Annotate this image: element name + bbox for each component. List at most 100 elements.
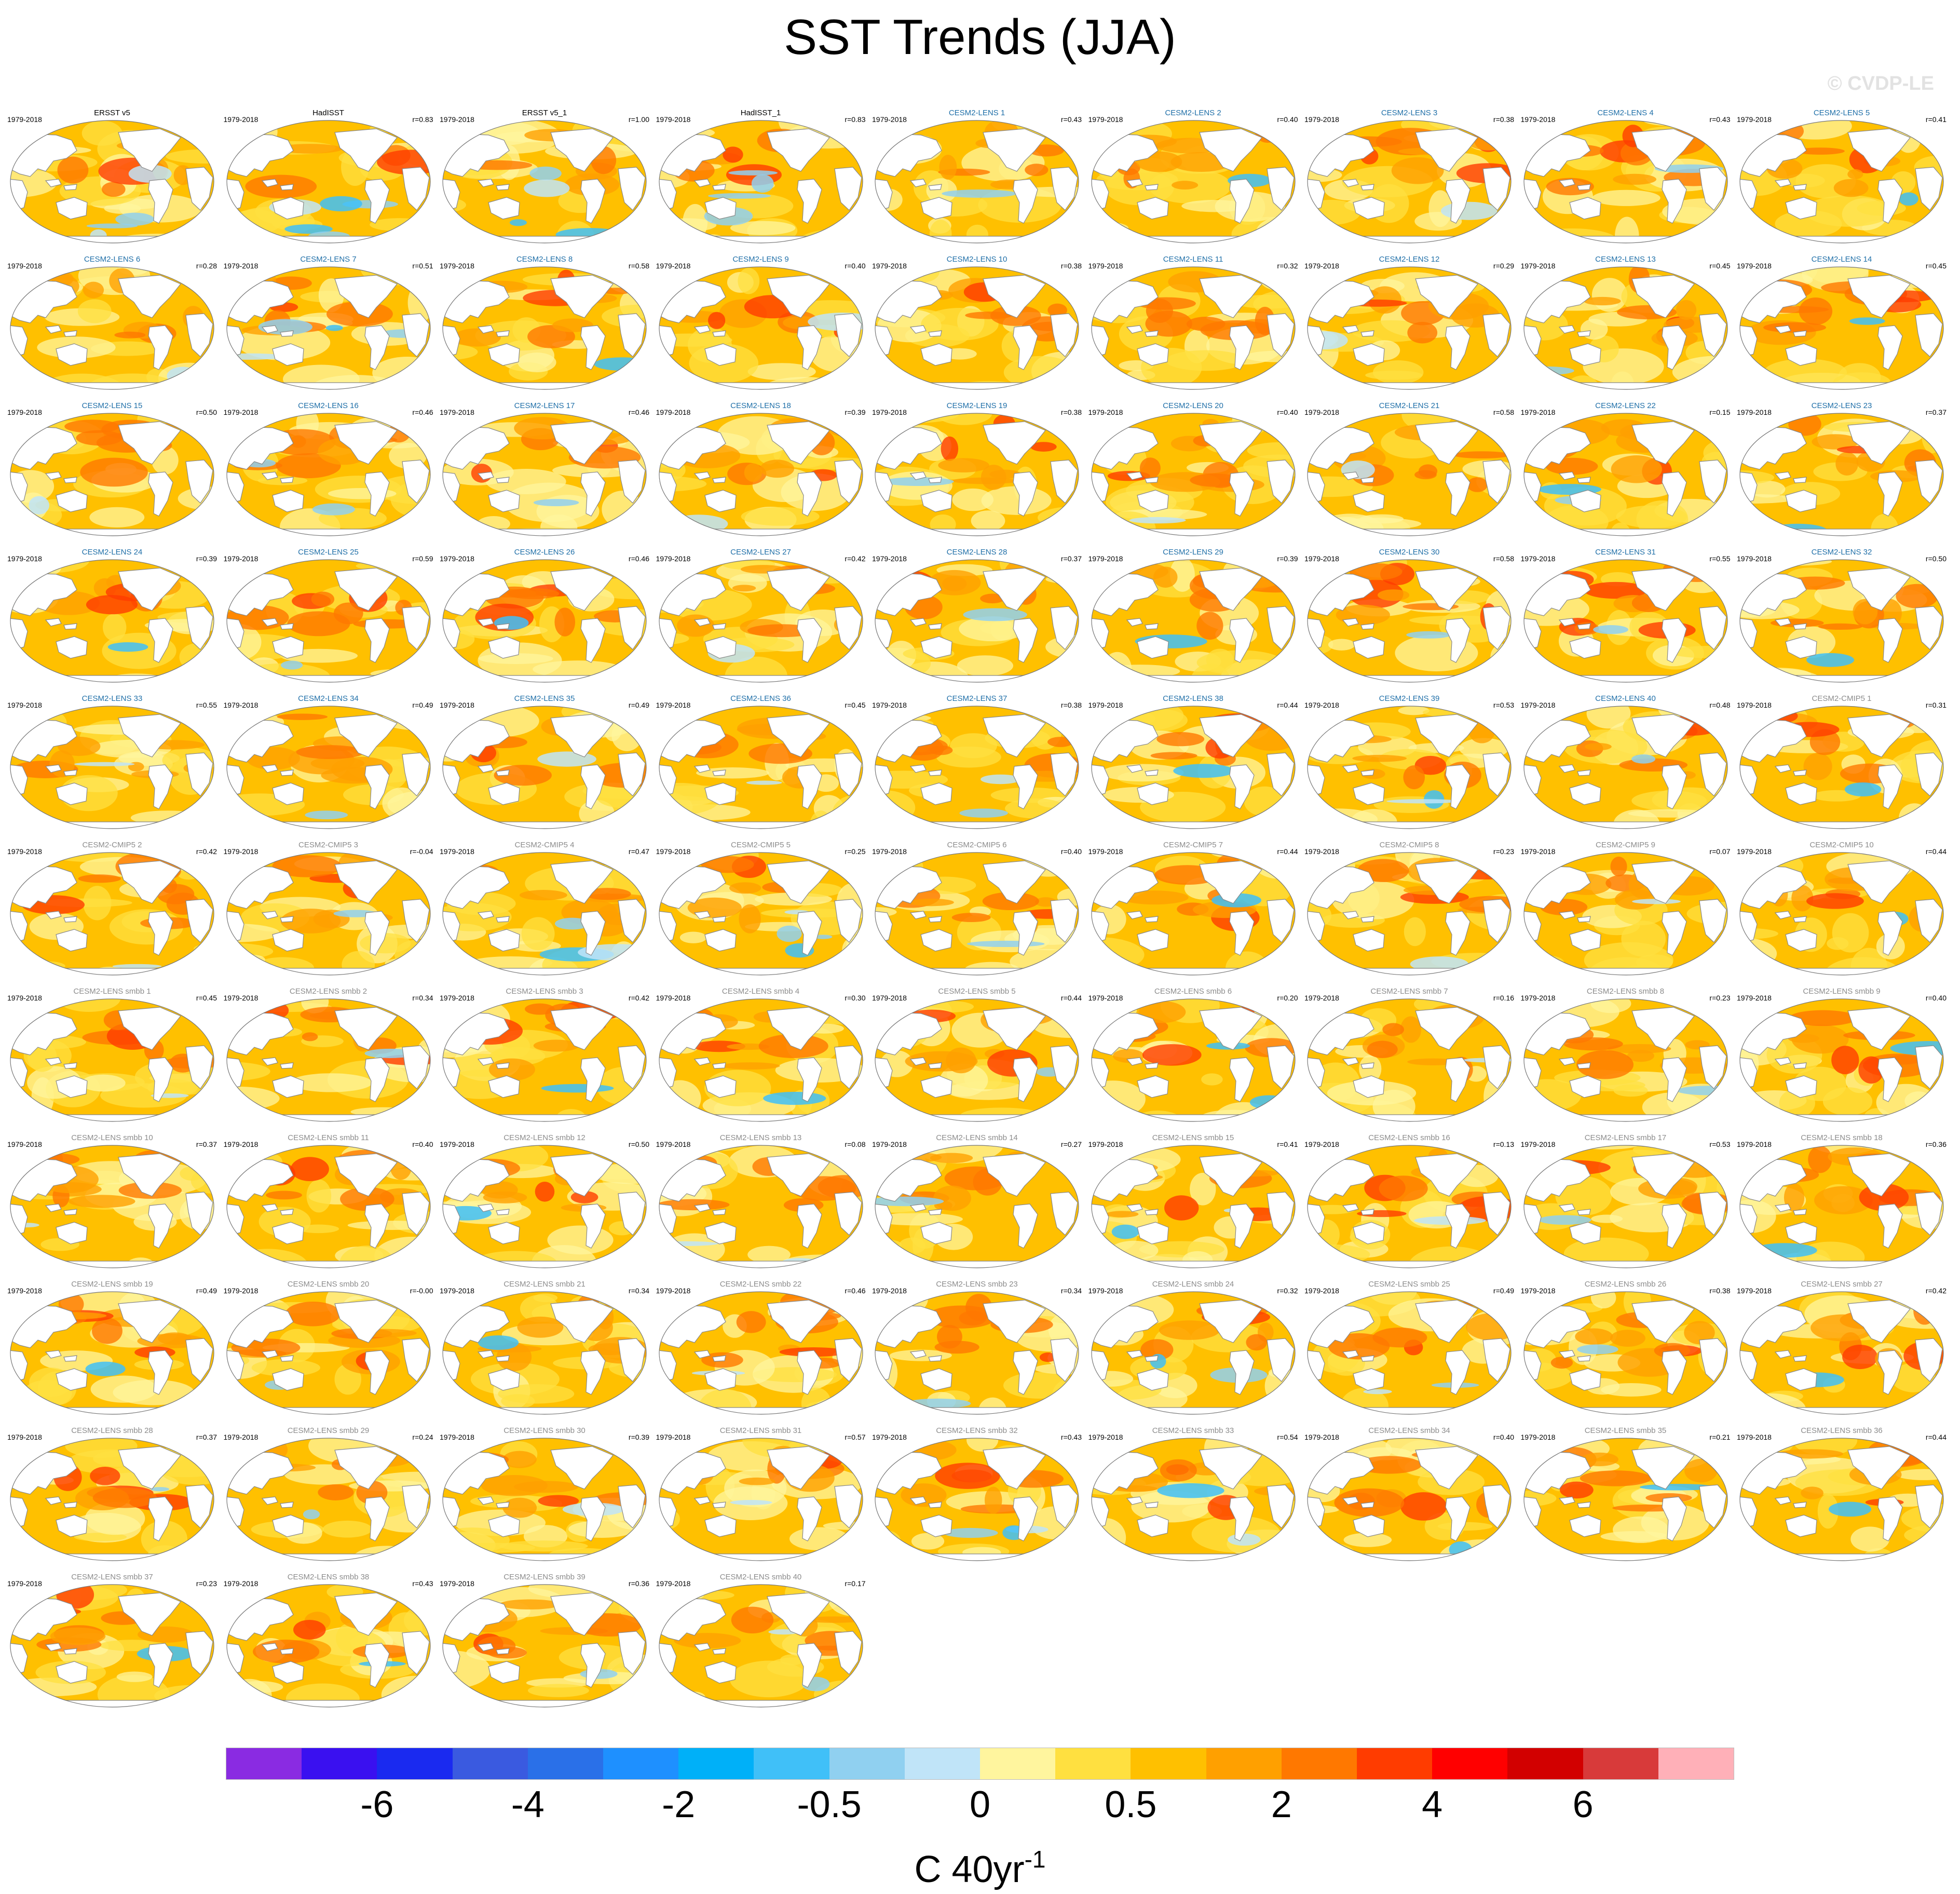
sst-trend-map — [1307, 1291, 1512, 1415]
trend-blob — [509, 219, 527, 226]
land-mass — [983, 275, 1046, 318]
trend-blob — [1272, 949, 1295, 975]
trend-blob — [1621, 921, 1666, 957]
panel-title: CESM2-LENS 32 — [1811, 548, 1872, 557]
map-panel: CESM2-LENS 25 1979-2018 r=0.59 — [224, 548, 433, 686]
colorbar-unit: C 40yr-1 — [0, 1836, 1960, 1893]
land-mass — [1558, 325, 1575, 334]
map-border — [10, 120, 214, 243]
trend-blob — [1030, 442, 1057, 452]
land-mass — [1013, 911, 1038, 956]
panel-correlation: r=0.50 — [196, 408, 217, 416]
land-mass — [1661, 764, 1687, 809]
panel-correlation: r=0.38 — [1060, 701, 1082, 709]
panel-title: CESM2-LENS 5 — [1813, 109, 1870, 117]
sst-trend-map — [1523, 1145, 1728, 1268]
land-mass — [1136, 343, 1169, 366]
panel-period: 1979-2018 — [7, 554, 42, 563]
land-mass — [1774, 1057, 1791, 1066]
trend-blob — [1612, 173, 1656, 185]
trend-blob — [1227, 1533, 1260, 1546]
land-mass — [1661, 618, 1687, 663]
land-mass — [1482, 1192, 1510, 1236]
land-mass — [279, 477, 294, 483]
sst-trend-map — [658, 120, 863, 243]
map-panel: CESM2-LENS 24 1979-2018 r=0.39 — [7, 548, 217, 686]
trend-blob — [732, 585, 756, 592]
trend-blob — [413, 373, 430, 389]
map-panel: ERSST v5 1979-2018 — [7, 109, 217, 247]
land-mass — [1558, 764, 1575, 773]
land-mass — [1013, 471, 1038, 517]
colorbar-tick-label: 0.5 — [1105, 1784, 1157, 1825]
trend-blob — [78, 874, 121, 883]
land-mass — [796, 1057, 822, 1102]
land-mass — [461, 1407, 630, 1414]
trend-blob — [226, 671, 262, 682]
land-mass — [1266, 1045, 1295, 1089]
land-mass — [1698, 1192, 1727, 1236]
trend-blob — [1740, 372, 1777, 389]
panel-title: CESM2-LENS smbb 13 — [719, 1133, 802, 1142]
map-panel: CESM2-LENS 34 1979-2018 r=0.49 — [224, 695, 433, 832]
panel-period: 1979-2018 — [656, 408, 691, 416]
land-mass — [1013, 179, 1038, 224]
panel-title: CESM2-LENS 26 — [514, 548, 575, 557]
land-mass — [279, 916, 294, 923]
land-mass — [1326, 1114, 1494, 1121]
panel-title: CESM2-LENS smbb 16 — [1368, 1133, 1450, 1142]
map-panel: CESM2-LENS 2 1979-2018 r=0.40 — [1088, 109, 1298, 247]
trend-blob — [272, 855, 342, 877]
panel-correlation: r=0.46 — [628, 554, 649, 563]
panel-correlation: r=0.39 — [845, 408, 866, 416]
trend-blob — [707, 312, 725, 329]
sst-trend-map — [658, 998, 863, 1122]
map-panel: CESM2-LENS 23 1979-2018 r=0.37 — [1737, 402, 1947, 539]
land-mass — [1415, 714, 1478, 757]
panel-correlation: r=0.45 — [1709, 262, 1731, 270]
land-mass — [271, 1368, 304, 1391]
trend-blob — [80, 457, 148, 487]
land-mass — [693, 911, 711, 919]
land-mass — [1688, 1442, 1705, 1453]
land-mass — [1904, 417, 1921, 428]
land-mass — [461, 1553, 630, 1561]
panel-period: 1979-2018 — [223, 408, 258, 416]
land-mass — [1266, 313, 1295, 357]
land-mass — [56, 636, 88, 659]
sst-trend-map — [226, 559, 431, 683]
land-mass — [580, 1203, 606, 1249]
map-panel: CESM2-LENS 28 1979-2018 r=0.37 — [872, 548, 1082, 686]
sst-trend-map — [875, 266, 1079, 390]
land-mass — [118, 128, 181, 172]
land-mass — [45, 764, 62, 773]
land-mass — [894, 529, 1062, 536]
trend-blob — [18, 267, 51, 281]
trend-blob — [178, 869, 200, 880]
trend-blob — [265, 1190, 302, 1200]
panel-title: CESM2-CMIP5 7 — [1163, 841, 1223, 849]
trend-blob — [1106, 1211, 1138, 1217]
land-mass — [1342, 471, 1359, 480]
land-mass — [391, 1295, 408, 1307]
trend-blob — [1576, 1344, 1618, 1355]
panel-correlation: r=0.28 — [196, 262, 217, 270]
map-panel: CESM2-LENS 26 1979-2018 r=0.46 — [440, 548, 649, 686]
map-border — [226, 998, 431, 1122]
land-mass — [1110, 821, 1278, 829]
map-panel: CESM2-CMIP5 7 1979-2018 r=0.44 — [1088, 841, 1298, 979]
trend-blob — [226, 1549, 269, 1561]
map-panel: CESM2-LENS 1 1979-2018 r=0.43 — [872, 109, 1082, 247]
land-mass — [271, 197, 304, 220]
land-mass — [607, 1295, 624, 1307]
land-mass — [1126, 618, 1143, 627]
land-mass — [1229, 471, 1255, 517]
trend-blob — [1550, 1357, 1573, 1369]
trend-blob — [1600, 1383, 1662, 1397]
land-mass — [704, 1075, 737, 1098]
trend-blob — [679, 931, 706, 943]
land-mass — [175, 270, 192, 282]
panel-correlation: r=0.42 — [196, 847, 217, 856]
land-mass — [1688, 1149, 1705, 1160]
sst-trend-map — [658, 1584, 863, 1708]
